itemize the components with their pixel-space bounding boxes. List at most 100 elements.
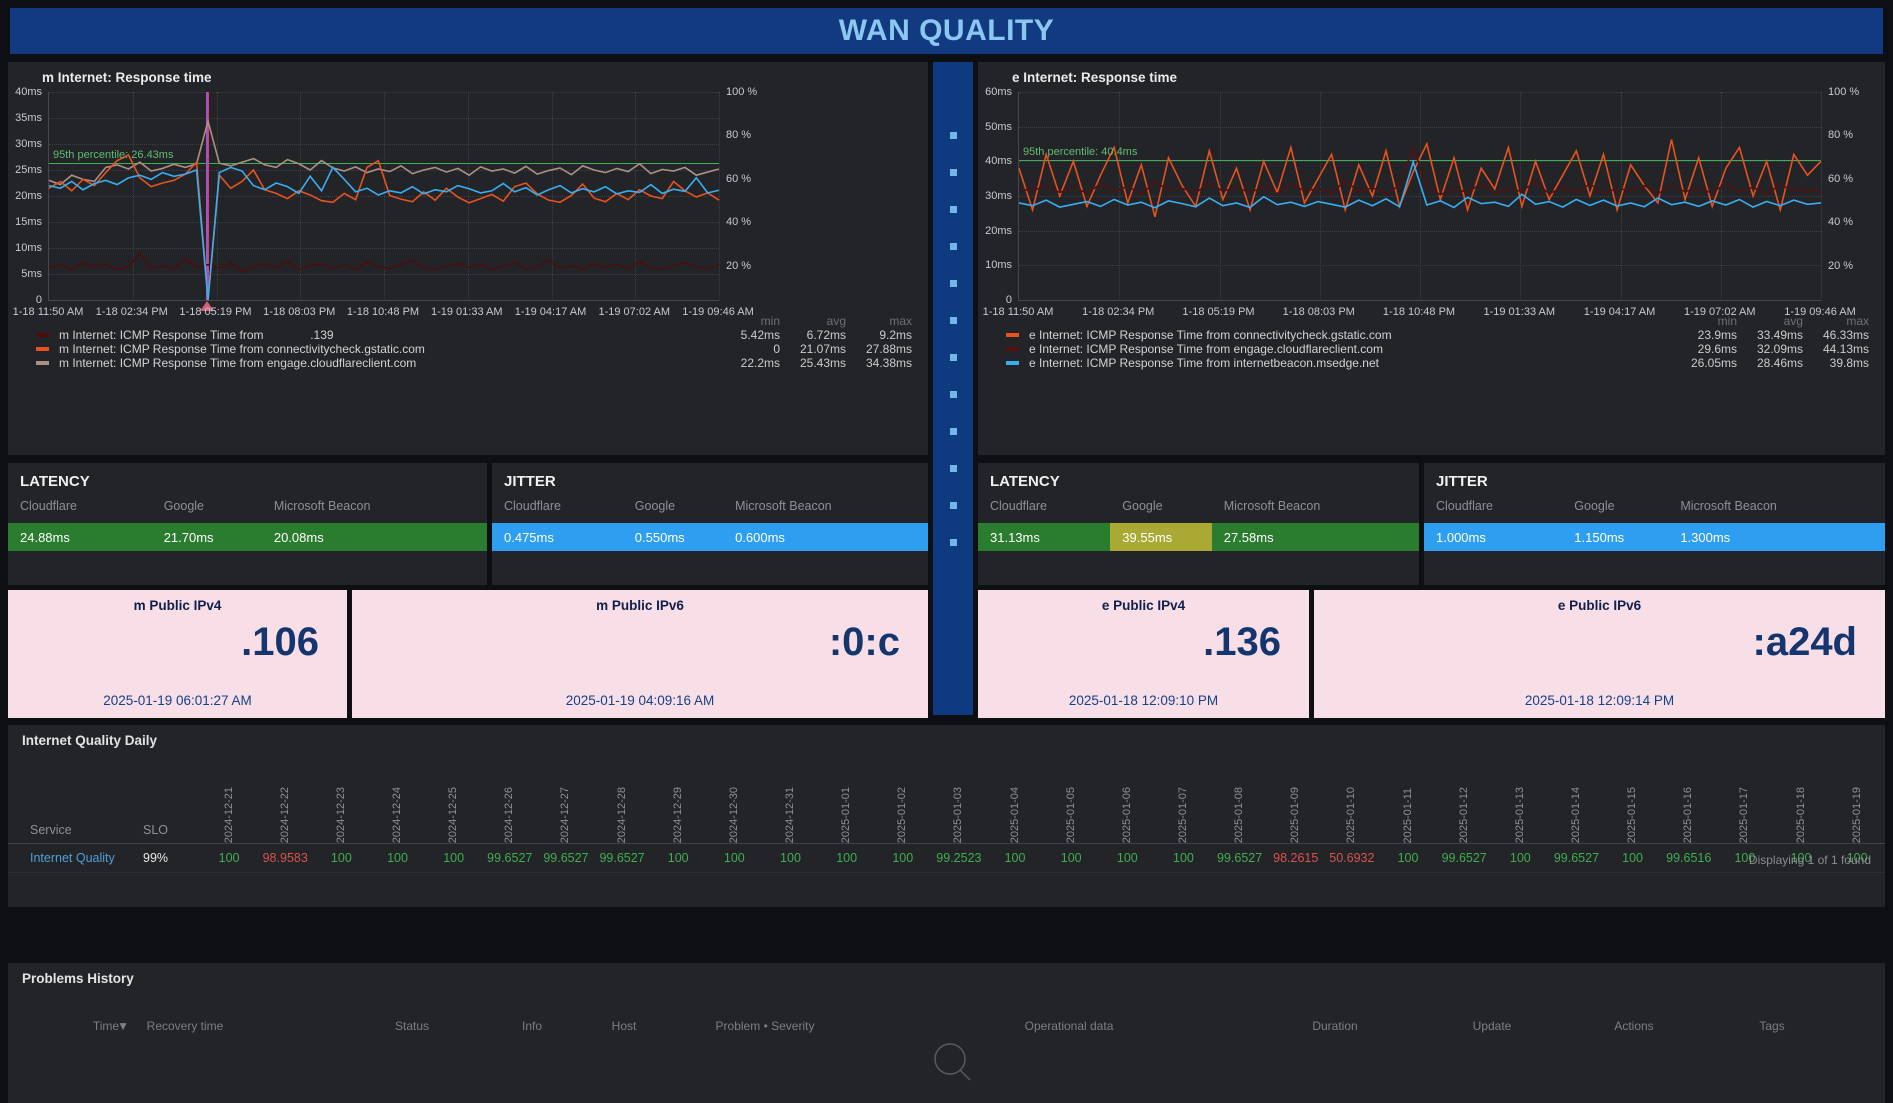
quality-value: 99.6527	[1217, 851, 1263, 865]
stat-column-header: Cloudflare	[1436, 499, 1493, 513]
quality-value: 100	[1622, 851, 1644, 865]
ip-timestamp: 2025-01-19 04:09:16 AM	[565, 693, 715, 708]
legend-max: 9.2ms	[879, 328, 912, 342]
y-axis-label: 40ms	[985, 155, 1012, 168]
stat-column-headers: Cloudflare Google Microsoft Beacon	[8, 499, 487, 513]
quality-value: 100	[330, 851, 352, 865]
x-axis-label: 1-19 01:33 AM	[430, 306, 503, 318]
service-column-header: Service	[30, 823, 72, 837]
service-link[interactable]: Internet Quality	[30, 851, 115, 865]
strip-dot-icon	[949, 280, 957, 287]
quality-value: 98.9583	[262, 851, 308, 865]
y-axis-label: 0	[1005, 294, 1012, 306]
y-axis-label: 50ms	[985, 120, 1012, 133]
legend-label[interactable]: m Internet: ICMP Response Time from conn…	[59, 342, 425, 356]
column-header-time[interactable]: Time ▼	[92, 1019, 130, 1033]
quality-value: 100	[1116, 851, 1138, 865]
quality-value: 99.6527	[487, 851, 533, 865]
stat-column-header: Google	[634, 499, 676, 513]
y-axis-label: 20ms	[985, 224, 1012, 237]
gridline	[300, 92, 302, 300]
legend-label[interactable]: m Internet: ICMP Response Time from .139	[59, 328, 334, 342]
legend-avg: 33.49ms	[1756, 328, 1803, 342]
stat-panel-title: LATENCY	[990, 473, 1060, 490]
stat-column-header: Google	[1574, 499, 1615, 513]
x-axis-label: 1-19 04:17 AM	[514, 306, 587, 318]
column-header-status: Status	[394, 1019, 430, 1033]
quality-value: 99.2523	[936, 851, 982, 865]
legend-min: 29.6ms	[1697, 342, 1737, 356]
response-time-chart-m: m Internet: Response time 95th percentil…	[8, 62, 928, 455]
stat-column-header: Google	[1122, 499, 1163, 513]
ip-timestamp: 2025-01-18 12:09:14 PM	[1524, 693, 1675, 708]
annotation-line	[206, 92, 210, 300]
x-axis-label: 1-18 05:19 PM	[179, 306, 252, 318]
quality-value: 100	[1509, 851, 1531, 865]
internet-quality-daily-panel: Internet Quality Daily Service SLO 2024-12…	[8, 725, 1885, 907]
date-column-header: 2024-12-22	[278, 786, 291, 843]
date-column-header: 2024-12-29	[671, 786, 684, 843]
quality-value: 98.2615	[1273, 851, 1319, 865]
x-axis-label: 1-18 02:34 PM	[1082, 306, 1155, 318]
legend-swatch-icon	[36, 333, 49, 337]
legend-label[interactable]: e Internet: ICMP Response Time from inte…	[1029, 356, 1379, 370]
stat-value-cell: 1.150ms	[1562, 523, 1669, 551]
date-column-header: 2025-01-06	[1120, 786, 1133, 843]
date-column-header: 2025-01-05	[1064, 786, 1077, 843]
quality-value: 99.6527	[1441, 851, 1487, 865]
y-axis-label: 40ms	[15, 86, 42, 98]
date-column-header: 2025-01-13	[1513, 786, 1526, 843]
stat-value: 1.300ms	[1680, 529, 1731, 545]
ip-panel-title: m Public IPv4	[133, 598, 222, 613]
date-column-header: 2024-12-25	[447, 786, 460, 843]
public-ipv4-panel-m: m Public IPv4 .106 2025-01-19 06:01:27 A…	[8, 590, 347, 718]
date-column-header: 2024-12-31	[783, 786, 796, 843]
date-column-header: 2025-01-07	[1176, 786, 1189, 843]
column-header-recovery-time: Recovery time	[146, 1019, 224, 1033]
date-column-header: 2025-01-02	[896, 786, 909, 843]
quality-value: 100	[780, 851, 801, 865]
loading-magnifier-icon	[934, 1043, 971, 1081]
legend-label[interactable]: e Internet: ICMP Response Time from enga…	[1029, 342, 1383, 356]
legend-label[interactable]: m Internet: ICMP Response Time from enga…	[59, 356, 417, 370]
chart-legend: min avg max m Internet: ICMP Response Time …	[22, 314, 912, 370]
date-column-header: 2025-01-15	[1626, 786, 1639, 843]
percent-axis-label: 60 %	[1828, 172, 1854, 185]
stat-column-header: Cloudflare	[504, 499, 561, 513]
stat-column-header: Microsoft Beacon	[1680, 499, 1777, 513]
slo-cell: 99%	[143, 851, 201, 865]
quality-value: 100	[1173, 851, 1194, 865]
y-axis-label: 35ms	[15, 112, 42, 124]
date-column-header: 2024-12-26	[503, 786, 516, 843]
public-ipv4-panel-e: e Public IPv4 .136 2025-01-18 12:09:10 P…	[978, 590, 1309, 718]
stat-value: 24.88ms	[20, 529, 70, 545]
quality-value: 99.6516	[1666, 851, 1712, 865]
strip-dot-icon	[949, 391, 957, 398]
stat-column-headers: Cloudflare Google Microsoft Beacon	[1424, 499, 1885, 513]
ip-panel-title: e Public IPv4	[1101, 598, 1186, 613]
legend-row: e Internet: ICMP Response Time from enga…	[992, 342, 1869, 356]
quality-value: 100	[1790, 851, 1812, 865]
x-axis-label: 1-18 08:03 PM	[1282, 306, 1355, 318]
column-header-duration: Duration	[1312, 1019, 1358, 1033]
quality-value: 100	[1397, 851, 1419, 865]
legend-label[interactable]: e Internet: ICMP Response Time from conn…	[1029, 328, 1392, 342]
chart-legend: min avg max e Internet: ICMP Response Time …	[992, 314, 1869, 370]
gridline	[1319, 92, 1321, 300]
percent-axis-label: 100 %	[726, 86, 758, 98]
stat-panel-title: JITTER	[1436, 473, 1488, 490]
problems-history-panel: Problems History Time ▼ Recovery time Statu…	[8, 963, 1885, 1103]
stat-value: 27.58ms	[1223, 529, 1274, 545]
legend-min: 22.2ms	[740, 356, 780, 370]
quality-value: 100	[443, 851, 465, 865]
response-time-chart-e: e Internet: Response time 95th percentil…	[978, 62, 1885, 455]
quality-value: 99.6527	[543, 851, 589, 865]
strip-dot-icon	[949, 539, 957, 546]
y-axis-label: 30ms	[15, 138, 42, 150]
ip-value: .106	[241, 620, 319, 664]
stat-value-cell: 1.000ms	[1424, 523, 1563, 551]
legend-min: 26.05ms	[1690, 356, 1737, 370]
stat-value-cell: 20.08ms	[261, 523, 487, 551]
stat-value-cell: 31.13ms	[978, 523, 1111, 551]
stat-value: 39.55ms	[1122, 529, 1173, 545]
